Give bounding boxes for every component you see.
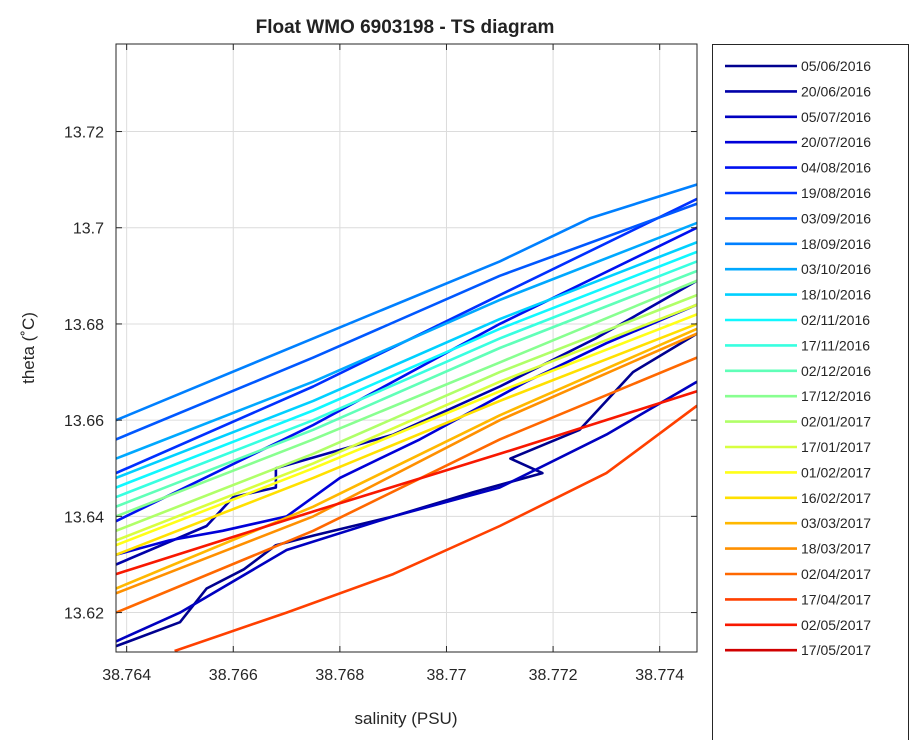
legend-entry-label: 17/11/2016 (801, 337, 870, 353)
legend-entry-label: 02/11/2016 (801, 312, 870, 328)
legend-entry-label: 02/05/2017 (801, 617, 871, 633)
y-axis-label: theta (˚C) (19, 312, 38, 384)
x-tick-label: 38.768 (315, 667, 364, 684)
legend-entry-label: 18/10/2016 (801, 287, 871, 303)
legend-entry-label: 03/10/2016 (801, 261, 871, 277)
plot-frame (115, 43, 698, 653)
legend-entry-label: 17/12/2016 (801, 388, 871, 404)
legend-entry-label: 03/03/2017 (801, 515, 871, 531)
series-line (116, 356, 697, 614)
legend-entry-label: 18/03/2017 (801, 541, 871, 557)
y-tick-label: 13.72 (64, 125, 104, 142)
series-line (116, 322, 697, 557)
y-tick-label: 13.66 (64, 413, 104, 430)
series-line (116, 250, 697, 489)
series-line (116, 279, 697, 518)
legend-entry-label: 17/05/2017 (801, 642, 871, 658)
series-line (116, 303, 697, 557)
legend-entry-label: 02/01/2017 (801, 414, 871, 430)
axis-ticks: 38.764 38.766 38.768 38.77 38.772 38.774 13.62… (64, 44, 697, 684)
series-line (116, 380, 697, 643)
series-line (116, 390, 697, 576)
legend-entry-label: 04/08/2016 (801, 160, 871, 176)
x-tick-label: 38.774 (635, 667, 684, 684)
legend-entry-label: 17/04/2017 (801, 591, 871, 607)
plot-area (116, 44, 697, 652)
legend-entry-label: 02/12/2016 (801, 363, 871, 379)
series-line (116, 332, 697, 595)
series-line (116, 269, 697, 508)
series-line (116, 226, 697, 523)
legend-entry-label: 01/02/2017 (801, 464, 871, 480)
series-line (116, 183, 697, 422)
series-line (116, 240, 697, 480)
x-tick-label: 38.764 (102, 667, 151, 684)
y-tick-label: 13.7 (73, 221, 104, 238)
legend-entry-label: 16/02/2017 (801, 490, 871, 506)
x-tick-label: 38.766 (209, 667, 258, 684)
legend-entry-label: 02/04/2017 (801, 566, 871, 582)
legend-entry-label: 05/07/2016 (801, 109, 871, 125)
legend: 05/06/2016 20/06/2016 05/07/2016 20/07/2016… (712, 44, 909, 740)
legend-entry-label: 19/08/2016 (801, 185, 871, 201)
series-line (116, 260, 697, 499)
series-line (116, 202, 697, 441)
x-tick-label: 38.77 (426, 667, 466, 684)
series-line (116, 303, 697, 542)
chart-title: Float WMO 6903198 - TS diagram (256, 17, 555, 38)
y-tick-label: 13.68 (64, 317, 104, 334)
legend-entry-label: 03/09/2016 (801, 210, 871, 226)
y-tick-label: 13.62 (64, 606, 104, 623)
x-tick-label: 38.772 (529, 667, 578, 684)
series-lines (116, 183, 697, 652)
legend-entry-label: 17/01/2017 (801, 439, 871, 455)
legend-entry-label: 18/09/2016 (801, 236, 871, 252)
y-tick-label: 13.64 (64, 509, 104, 526)
legend-entry-label: 20/07/2016 (801, 134, 871, 150)
series-line (116, 221, 697, 460)
series-line (116, 327, 697, 590)
series-line (116, 293, 697, 533)
x-axis-label: salinity (PSU) (355, 709, 458, 728)
legend-entry-label: 05/06/2016 (801, 58, 871, 74)
legend-entry-label: 20/06/2016 (801, 83, 871, 99)
series-line (116, 313, 697, 547)
series-line (174, 404, 697, 652)
